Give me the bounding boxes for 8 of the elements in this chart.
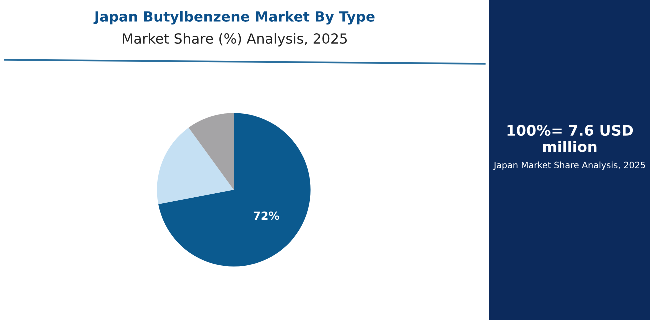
pie-slice: [157, 128, 234, 204]
text: 100%= 7.6 USD million: [508, 125, 634, 152]
data-label: 72%: [254, 212, 280, 220]
text: Japan Market Share Analysis, 2025: [494, 162, 646, 170]
chart-title: Japan Butylbenzene Market By Type: [94, 11, 375, 25]
pie-slice: [158, 113, 311, 267]
chart-subtitle: Market Share (%) Analysis, 2025: [123, 33, 348, 47]
pie-slice: [188, 113, 234, 190]
